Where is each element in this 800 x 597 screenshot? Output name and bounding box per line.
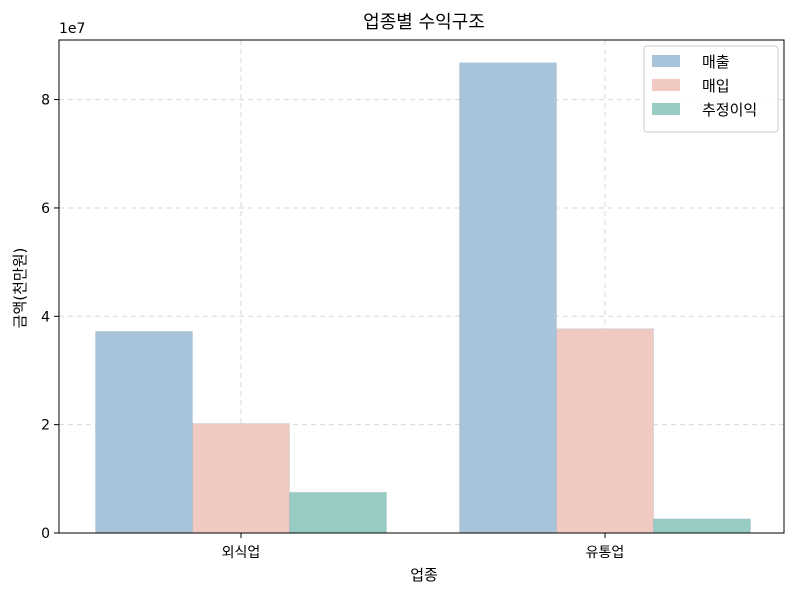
bars <box>95 62 751 534</box>
legend-label-매출: 매출 <box>702 53 730 71</box>
y-tick-label: 6 <box>41 201 50 217</box>
bar-추정이익-외식업 <box>289 491 387 534</box>
bar-추정이익-유통업 <box>653 518 751 534</box>
bar-매출-외식업 <box>95 331 193 534</box>
y-tick-label: 0 <box>41 526 50 542</box>
x-axis-title: 업종 <box>410 566 438 584</box>
x-tick-label: 외식업 <box>222 545 261 561</box>
legend-swatch-매입 <box>652 79 680 91</box>
legend-label-추정이익: 추정이익 <box>702 101 757 119</box>
legend-swatch-매출 <box>652 55 680 67</box>
y-tick-label: 8 <box>41 93 50 109</box>
y-tick-label: 2 <box>41 418 50 434</box>
legend-label-매입: 매입 <box>702 77 730 95</box>
bar-매입-외식업 <box>192 423 290 534</box>
y-tick-label: 4 <box>41 309 50 325</box>
bar-매입-유통업 <box>556 328 654 534</box>
y-axis-offset-label: 1e7 <box>59 21 85 37</box>
y-axis-title: 금액(천만원) <box>11 248 29 329</box>
x-tick-label: 유통업 <box>586 545 625 561</box>
chart-title: 업종별 수익구조 <box>363 12 485 33</box>
legend-swatch-추정이익 <box>652 103 680 115</box>
plot-frame <box>58 39 785 534</box>
bar-매출-유통업 <box>459 62 557 534</box>
ticks: 0 2 4 6 8 외식업 유통업 <box>41 93 624 561</box>
